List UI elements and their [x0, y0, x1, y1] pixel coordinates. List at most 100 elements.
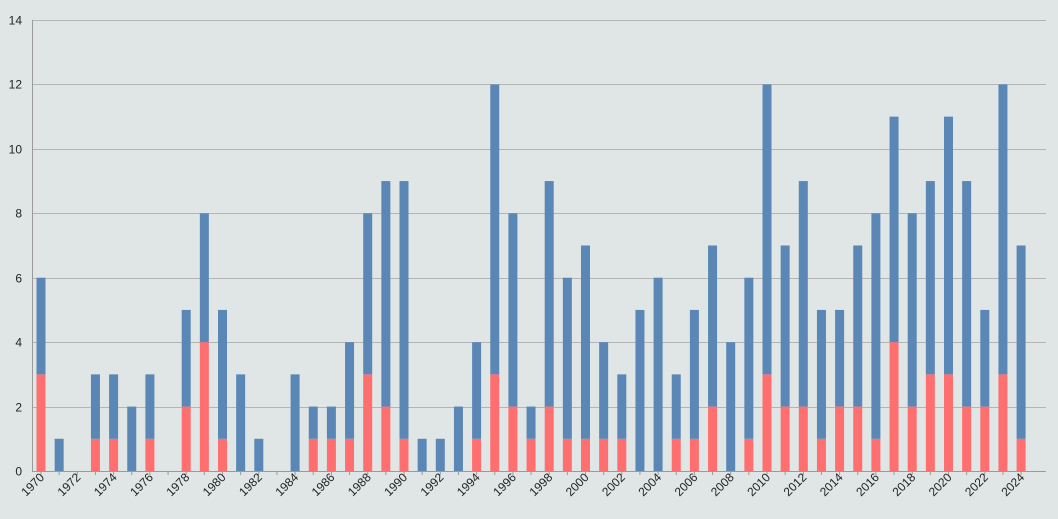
- bar-segment-lower-1997: [526, 438, 536, 471]
- bar-segment-upper-1993: [453, 406, 463, 471]
- bar-segment-lower-1980: [218, 438, 227, 471]
- bar-segment-upper-1996: [508, 213, 518, 407]
- bar-segment-upper-1994: [472, 342, 482, 439]
- y-tick-label: 0: [15, 465, 22, 479]
- bar-segment-upper-2015: [853, 245, 863, 407]
- bar-segment-upper-1984: [290, 374, 300, 471]
- bar-segment-lower-1988: [363, 374, 373, 471]
- bar-segment-upper-1986: [326, 406, 336, 439]
- bar-segment-upper-1975: [127, 406, 137, 471]
- bar-segment-lower-2001: [599, 438, 609, 471]
- bar-segment-upper-2022: [980, 309, 990, 407]
- bar-segment-lower-1999: [562, 438, 572, 471]
- bar-segment-upper-1980: [218, 309, 227, 439]
- bar-segment-upper-2005: [671, 374, 681, 439]
- y-tick-label: 8: [15, 207, 22, 221]
- y-tick-label: 10: [9, 143, 23, 157]
- bar-segment-lower-1994: [472, 438, 482, 471]
- bar-segment-upper-2019: [925, 181, 935, 375]
- bar-segment-upper-1991: [417, 438, 427, 471]
- bar-segment-upper-2011: [780, 245, 790, 407]
- bar-segment-lower-1996: [508, 406, 518, 471]
- bar-segment-upper-1976: [145, 374, 155, 439]
- y-tick-label: 14: [9, 14, 23, 28]
- bar-segment-lower-2007: [708, 406, 718, 471]
- bar-segment-upper-2021: [962, 181, 972, 407]
- bar-segment-upper-1992: [435, 438, 445, 471]
- bar-segment-lower-1986: [326, 438, 336, 471]
- bar-segment-upper-2024: [1016, 245, 1026, 439]
- bar-segment-lower-2017: [889, 342, 899, 471]
- bar-segment-lower-2024: [1016, 438, 1026, 471]
- bar-segment-upper-2000: [581, 245, 590, 439]
- bar-segment-lower-1990: [399, 438, 409, 471]
- bar-segment-lower-1973: [90, 438, 100, 471]
- bar-segment-lower-2005: [671, 438, 681, 471]
- bar-segment-lower-2015: [853, 406, 863, 471]
- bar-segment-upper-2001: [599, 342, 609, 439]
- bar-segment-upper-2009: [744, 277, 754, 439]
- bar-segment-upper-2006: [689, 309, 699, 439]
- bar-segment-upper-1970: [36, 277, 46, 375]
- bar-segment-lower-2011: [780, 406, 790, 471]
- bar-segment-upper-2018: [907, 213, 917, 407]
- bar-segment-lower-2009: [744, 438, 754, 471]
- y-tick-label: 12: [9, 78, 23, 92]
- bar-segment-upper-1985: [308, 406, 318, 439]
- bar-segment-upper-2010: [762, 84, 772, 375]
- bar-segment-lower-2014: [835, 406, 845, 471]
- bar-segment-lower-1976: [145, 438, 155, 471]
- bar-segment-upper-2020: [944, 116, 953, 375]
- x-tick-labels: 1970 1972 1974 1976 1978 1980 1982 1984 1986 1988…: [18, 470, 1027, 499]
- bar-segment-upper-1973: [90, 374, 100, 439]
- y-tick-label: 6: [15, 272, 22, 286]
- bar-segment-upper-2014: [835, 309, 845, 407]
- bars: [36, 84, 1026, 471]
- bar-segment-upper-2004: [653, 277, 663, 471]
- y-tick-label: 4: [15, 336, 22, 350]
- bar-segment-upper-2003: [635, 309, 645, 471]
- bar-segment-lower-2021: [962, 406, 972, 471]
- bar-segment-upper-1974: [109, 374, 119, 439]
- bar-segment-lower-2016: [871, 438, 881, 471]
- bar-segment-lower-2023: [998, 374, 1008, 471]
- y-tick-label: 2: [15, 401, 22, 415]
- axes: [32, 20, 1046, 475]
- bar-segment-lower-2002: [617, 438, 627, 471]
- bar-segment-upper-1990: [399, 181, 409, 439]
- bar-segment-lower-1978: [181, 406, 191, 471]
- bar-segment-lower-1974: [109, 438, 119, 471]
- bar-segment-upper-1989: [381, 181, 391, 407]
- bar-segment-lower-1995: [490, 374, 500, 471]
- bar-segment-upper-1971: [54, 438, 64, 471]
- bar-segment-lower-2020: [944, 374, 953, 471]
- bar-segment-upper-2007: [708, 245, 718, 407]
- bar-segment-lower-2013: [816, 438, 826, 471]
- bar-segment-upper-1987: [345, 342, 355, 439]
- bar-segment-upper-1999: [562, 277, 572, 439]
- bar-segment-upper-1981: [236, 374, 246, 471]
- bar-segment-lower-1987: [345, 438, 355, 471]
- bar-segment-lower-1998: [544, 406, 554, 471]
- bar-segment-lower-1985: [308, 438, 318, 471]
- bar-segment-upper-2023: [998, 84, 1008, 375]
- bar-segment-lower-2018: [907, 406, 917, 471]
- bar-segment-upper-2017: [889, 116, 899, 343]
- bar-segment-upper-1997: [526, 406, 536, 439]
- bar-segment-upper-1978: [181, 309, 191, 407]
- bar-segment-lower-2022: [980, 406, 990, 471]
- bar-segment-upper-1988: [363, 213, 373, 375]
- bar-segment-upper-1995: [490, 84, 500, 375]
- bar-segment-upper-2008: [726, 342, 736, 471]
- bar-segment-upper-1982: [254, 438, 264, 471]
- bar-segment-upper-2013: [816, 309, 826, 439]
- bar-segment-upper-2012: [798, 181, 808, 407]
- bar-segment-lower-1989: [381, 406, 391, 471]
- bar-segment-lower-1970: [36, 374, 46, 471]
- bar-segment-lower-2019: [925, 374, 935, 471]
- bar-segment-upper-1979: [199, 213, 209, 343]
- x-tick-label: 1970: [18, 470, 47, 499]
- bar-segment-upper-2016: [871, 213, 881, 439]
